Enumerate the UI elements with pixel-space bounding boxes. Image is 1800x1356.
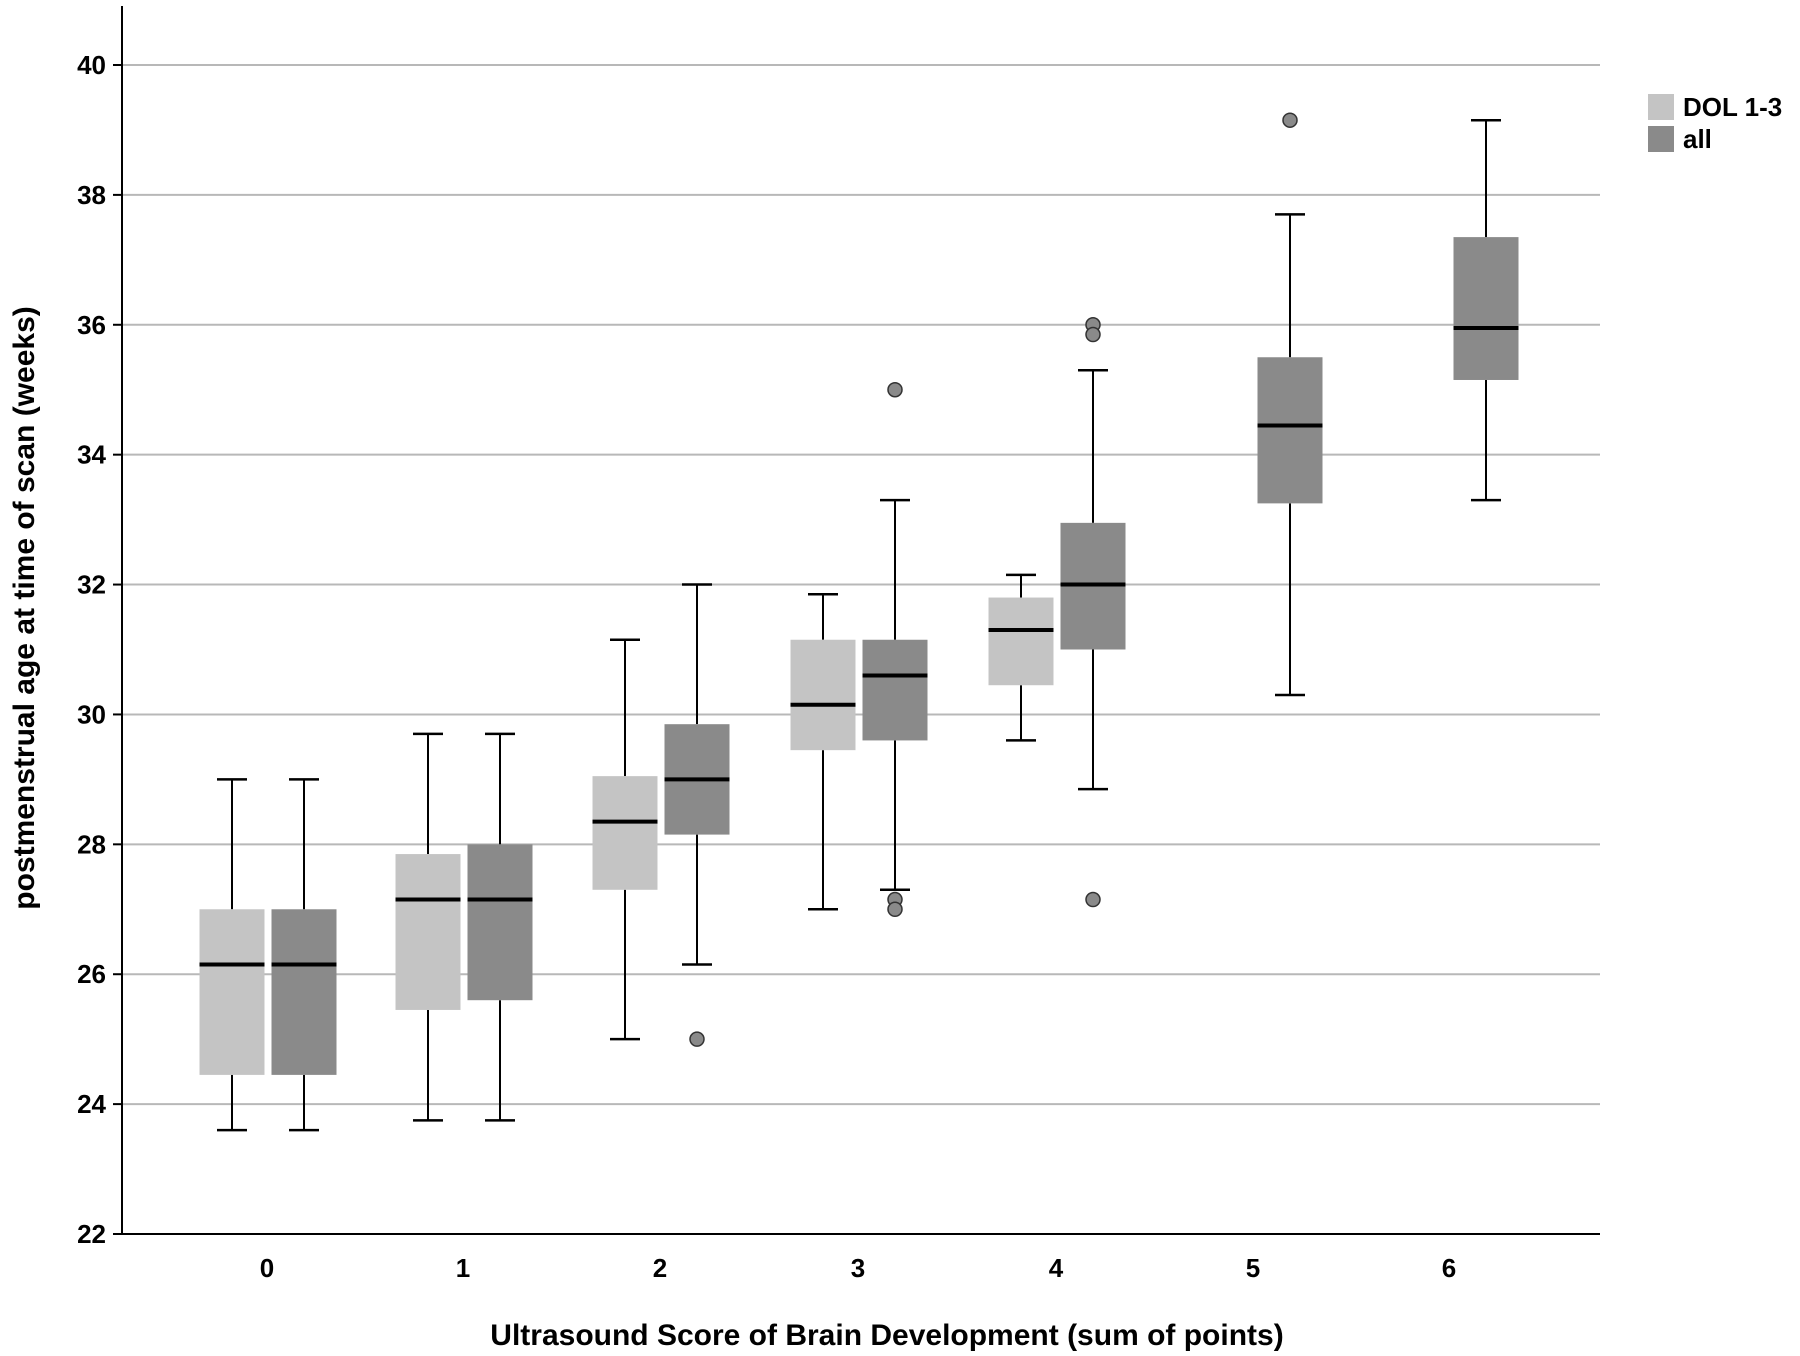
y-tick-label: 32 bbox=[77, 570, 106, 600]
outlier-point bbox=[1085, 326, 1101, 343]
y-tick-label: 34 bbox=[77, 440, 106, 470]
y-tick-label: 26 bbox=[77, 959, 106, 989]
iqr-box bbox=[1453, 237, 1519, 380]
legend-label: DOL 1-3 bbox=[1683, 92, 1782, 122]
iqr-box bbox=[862, 639, 928, 741]
box-all-5 bbox=[1257, 112, 1323, 697]
x-tick-labels: 0 1 2 3 4 5 6 bbox=[260, 1253, 1456, 1283]
box-all-3 bbox=[862, 381, 928, 918]
legend-swatch bbox=[1648, 126, 1674, 152]
y-tick-labels: 22 24 26 28 30 32 34 36 38 40 bbox=[77, 50, 106, 1249]
x-tick-label: 6 bbox=[1442, 1253, 1456, 1283]
legend-label: all bbox=[1683, 124, 1712, 154]
box-dol-1-3-1 bbox=[395, 732, 461, 1122]
outlier-point bbox=[1282, 112, 1298, 128]
iqr-box bbox=[988, 597, 1054, 686]
y-tick-label: 24 bbox=[77, 1089, 106, 1119]
iqr-box bbox=[395, 854, 461, 1010]
box-dol-1-3-0 bbox=[199, 778, 265, 1132]
x-axis-title: Ultrasound Score of Brain Development (s… bbox=[490, 1319, 1283, 1352]
iqr-box bbox=[592, 776, 658, 890]
box-dol-1-3-2 bbox=[592, 638, 658, 1041]
outlier-point bbox=[887, 901, 903, 918]
outlier-point bbox=[887, 381, 903, 398]
iqr-box bbox=[467, 844, 533, 1001]
iqr-box bbox=[790, 639, 856, 751]
y-tick-label: 22 bbox=[77, 1219, 106, 1249]
x-tick-label: 5 bbox=[1246, 1253, 1260, 1283]
y-axis-title: postmenstrual age at time of scan (weeks… bbox=[8, 306, 41, 910]
box-all-6 bbox=[1453, 118, 1519, 502]
x-tick-label: 2 bbox=[653, 1253, 667, 1283]
iqr-box bbox=[1257, 357, 1323, 504]
gridlines bbox=[113, 64, 1600, 1235]
y-tick-label: 38 bbox=[77, 180, 106, 210]
y-tick-label: 28 bbox=[77, 829, 106, 859]
x-tick-label: 4 bbox=[1049, 1253, 1064, 1283]
y-tick-label: 36 bbox=[77, 310, 106, 340]
box-dol-1-3-4 bbox=[988, 573, 1054, 742]
box-plots bbox=[199, 112, 1519, 1132]
axes bbox=[121, 6, 1600, 1235]
legend-swatch bbox=[1648, 94, 1674, 120]
box-dol-1-3-3 bbox=[790, 593, 856, 911]
x-tick-label: 0 bbox=[260, 1253, 274, 1283]
box-all-2 bbox=[664, 583, 730, 1047]
outlier-point bbox=[689, 1031, 705, 1047]
iqr-box bbox=[271, 909, 337, 1075]
iqr-box bbox=[199, 909, 265, 1075]
y-tick-label: 40 bbox=[77, 50, 106, 80]
box-all-4 bbox=[1060, 317, 1126, 908]
y-tick-label: 30 bbox=[77, 699, 106, 729]
box-all-0 bbox=[271, 778, 337, 1132]
x-tick-label: 3 bbox=[851, 1253, 865, 1283]
x-tick-label: 1 bbox=[456, 1253, 470, 1283]
outlier-point bbox=[1085, 891, 1101, 908]
box-all-1 bbox=[467, 732, 533, 1122]
